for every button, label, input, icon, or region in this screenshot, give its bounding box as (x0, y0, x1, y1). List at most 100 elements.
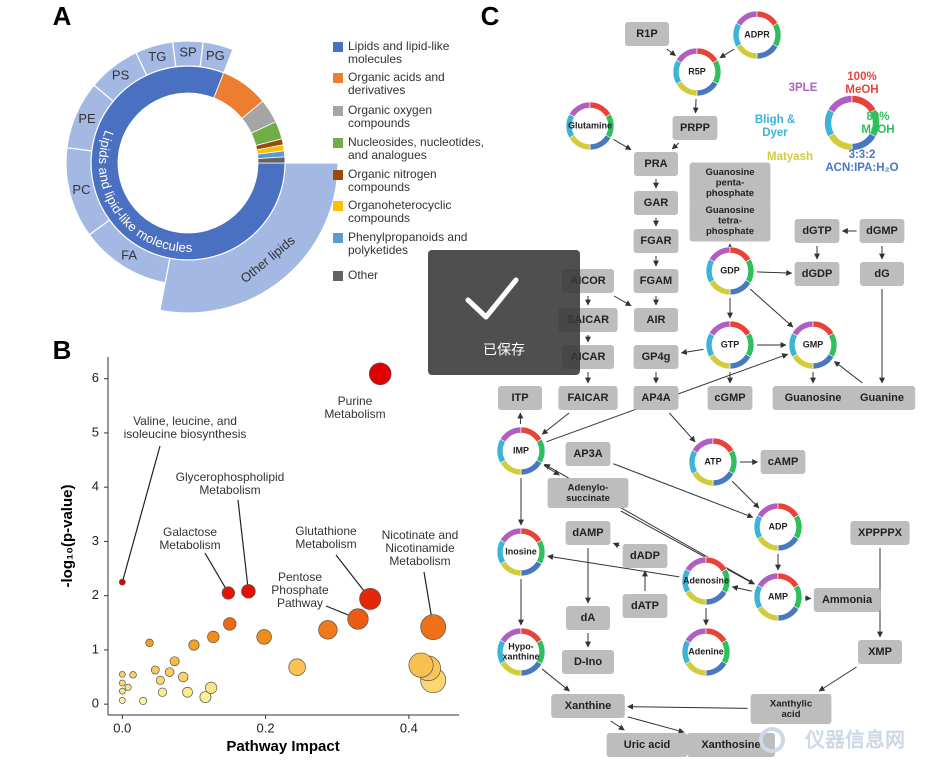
pathway-arrow (818, 666, 857, 692)
y-tick-label: 4 (92, 479, 99, 494)
bubble (118, 687, 126, 695)
metabolite-label: Adenylo- (568, 482, 609, 493)
metabolite-box (794, 219, 840, 243)
metabolite-label: dGDP (802, 268, 833, 280)
bubble (177, 671, 189, 683)
metabolite-label: ATP (704, 456, 721, 466)
y-axis-label: -log₁₀(p-value) (59, 485, 76, 588)
metabolite-label: Xanthine (565, 700, 611, 712)
legend-item: Organic acids and derivatives (348, 71, 445, 97)
panel-label: B (53, 335, 72, 365)
method-label: 100% (847, 71, 876, 83)
panel-label: A (53, 1, 72, 31)
pathway-arrow (833, 361, 863, 384)
metabolite-box (565, 442, 611, 466)
metabolite-label: FGAM (640, 275, 672, 287)
y-tick-label: 2 (92, 587, 99, 602)
annotation: Glycerophospholipid (176, 470, 285, 484)
pathway-arrow (719, 48, 735, 59)
metabolite-label: Xanthylic (770, 698, 812, 709)
legend-label: Organic oxygen compounds (348, 104, 433, 130)
metabolite-box (672, 116, 718, 140)
pathway-arrow (613, 295, 632, 307)
y-tick-label: 3 (92, 533, 99, 548)
metabolite-label: Hypo- (508, 641, 534, 651)
pathway-arrow (610, 720, 625, 731)
metabolite-box (565, 521, 611, 545)
outer-label: PS (112, 68, 130, 83)
annotation: Glutathione (295, 524, 357, 538)
metabolite-label: GMP (803, 339, 824, 349)
outer-label: PC (72, 182, 90, 197)
pathway-arrow (541, 412, 570, 435)
x-tick-label: 0.0 (113, 720, 131, 735)
metabolite-box (625, 22, 669, 46)
bubble (150, 665, 160, 675)
x-axis-label: Pathway Impact (226, 738, 339, 755)
pathway-arrow (731, 480, 760, 509)
metabolite-box (707, 386, 753, 410)
annotation: Metabolism (324, 407, 385, 421)
metabolite-label: phosphate (706, 188, 754, 199)
metabolite-label: FAICAR (568, 392, 609, 404)
metabolite-label: IMP (513, 445, 529, 455)
legend-item: Organic oxygen compounds (348, 104, 433, 130)
leader-line (237, 499, 249, 592)
bubble (241, 584, 256, 599)
bubble (223, 617, 237, 631)
bubble (420, 614, 447, 641)
metabolite-label: GTP (721, 339, 740, 349)
metabolite-box (633, 269, 679, 293)
metabolite-box (850, 521, 910, 545)
y-tick-label: 0 (92, 696, 99, 711)
legend-label: Lipids and lipid-like molecules (348, 40, 450, 66)
annotation: Metabolism (159, 538, 220, 552)
legend-swatch (333, 73, 343, 83)
pathway-arrow (756, 269, 793, 276)
method-label: 3PLE (789, 82, 818, 94)
pathway-arrow (692, 98, 699, 114)
outer-label: PG (206, 48, 225, 63)
legend-swatch (333, 271, 343, 281)
annotation: Pentose (278, 570, 322, 584)
method-label: Matyash (767, 151, 813, 163)
legend-swatch (333, 170, 343, 180)
metabolite-ring-hole (712, 327, 748, 363)
metabolite-label: succinate (566, 493, 610, 504)
legend-item: Nucleosides, nucleotides, and analogues (348, 136, 484, 162)
bubble (408, 652, 434, 678)
outer-label: TG (148, 49, 166, 64)
bubble (205, 681, 218, 694)
metabolite-box (633, 345, 679, 369)
saved-toast (428, 250, 580, 375)
metabolite-label: Ammonia (822, 594, 873, 606)
bubble (169, 656, 180, 667)
metabolite-label: Guanosine (785, 392, 842, 404)
metabolite-box (689, 162, 771, 204)
metabolite-ring-hole (572, 108, 608, 144)
metabolite-box (633, 229, 679, 253)
metabolite-label: D-Ino (574, 656, 602, 668)
metabolite-box (606, 733, 688, 757)
metabolite-box (551, 694, 625, 718)
metabolite-box (634, 152, 678, 176)
metabolite-ring-hole (760, 509, 796, 545)
pathway-arrow (666, 48, 676, 57)
metabolite-label: acid (781, 709, 800, 720)
metabolite-label: GDP (720, 265, 740, 275)
metabolite-label: dG (874, 268, 889, 280)
legend-swatch (333, 106, 343, 116)
metabolite-label: AP3A (573, 448, 602, 460)
bubble (188, 639, 200, 651)
metabolite-box (760, 450, 806, 474)
metabolite-box (634, 191, 678, 215)
metabolite-label: AIR (647, 314, 666, 326)
bubble (118, 679, 126, 687)
metabolite-box (848, 386, 916, 410)
metabolite-label: AMP (768, 591, 788, 601)
metabolite-box (689, 200, 771, 242)
metabolite-box (687, 733, 775, 757)
method-label: 80% (866, 111, 889, 123)
sunburst-outer-segment (159, 162, 339, 314)
metabolite-label: ADP (768, 521, 787, 531)
